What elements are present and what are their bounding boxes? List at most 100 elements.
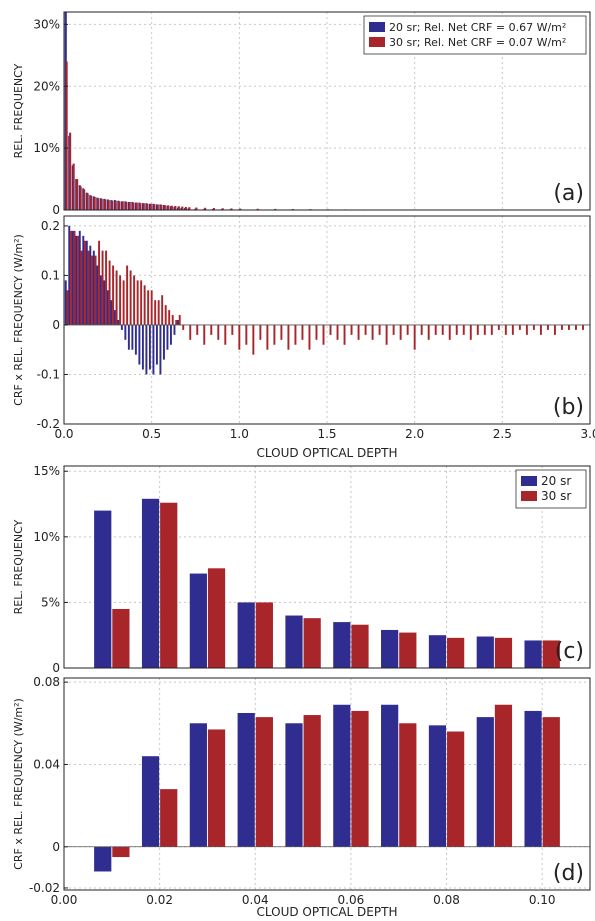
bar-30-sr	[77, 235, 79, 325]
bar-20-sr	[68, 225, 71, 325]
y-tick-label: -0.02	[29, 881, 60, 895]
bar-30-sr	[125, 201, 128, 210]
bar-30-sr	[150, 290, 153, 325]
x-tick-label: 0.10	[529, 893, 556, 907]
axes-frame	[63, 465, 591, 669]
bar-30-sr	[546, 324, 549, 330]
series-20-sr	[94, 704, 542, 872]
y-tick-label: 0.1	[41, 268, 60, 282]
bar-30-sr	[406, 324, 409, 335]
x-tick-label: 3.0	[580, 427, 595, 441]
bar-30-sr	[104, 199, 107, 210]
bar-30-sr	[174, 205, 177, 210]
bar-30-sr	[182, 324, 185, 330]
bar-30-sr	[69, 132, 72, 210]
bar-30-sr	[420, 324, 423, 335]
series-30-sr	[112, 704, 560, 858]
bar-30-sr	[107, 200, 110, 210]
bar-30-sr	[105, 250, 108, 325]
legend-entry: 20 sr	[541, 474, 571, 488]
bar-30-sr	[245, 324, 248, 345]
y-axis-label: CRF x REL. FREQUENCY (W/m²)	[12, 234, 25, 406]
x-tick-label: 2.0	[405, 427, 424, 441]
bar-30-sr	[94, 255, 97, 325]
bar-20-sr	[138, 324, 141, 365]
bar-20-sr	[92, 250, 95, 325]
bar-30-sr	[255, 602, 273, 668]
bar-30-sr	[252, 324, 255, 355]
legend-swatch	[369, 37, 385, 47]
axes-frame	[63, 11, 591, 211]
bar-30-sr	[111, 200, 114, 210]
bar-30-sr	[427, 324, 430, 340]
series-20-sr	[64, 225, 179, 375]
series-30-sr	[65, 61, 557, 211]
axes-frame	[63, 215, 591, 425]
bar-30-sr	[128, 201, 131, 210]
bar-20-sr	[120, 324, 123, 330]
bar-20-sr	[134, 324, 137, 355]
bar-30-sr	[168, 310, 171, 325]
bar-20-sr	[99, 275, 102, 325]
bar-30-sr	[119, 275, 122, 325]
bar-30-sr	[455, 324, 458, 335]
y-tick-label: 15%	[33, 464, 60, 478]
legend-entry: 30 sr; Rel. Net CRF = 0.07 W/m²	[389, 36, 566, 49]
bar-30-sr	[217, 324, 220, 340]
bar-30-sr	[161, 295, 164, 325]
bar-20-sr	[148, 324, 151, 370]
bar-30-sr	[175, 320, 178, 325]
bar-30-sr	[497, 324, 500, 330]
bar-30-sr	[65, 61, 68, 210]
bar-30-sr	[336, 324, 339, 340]
bar-30-sr	[84, 240, 87, 325]
bar-30-sr	[132, 202, 135, 210]
bar-30-sr	[170, 205, 173, 210]
y-tick-label: 0.04	[33, 757, 60, 771]
bar-30-sr	[329, 324, 332, 335]
bar-30-sr	[210, 324, 213, 335]
bar-20-sr	[381, 704, 399, 847]
bar-30-sr	[560, 324, 563, 330]
bar-30-sr	[294, 324, 297, 345]
bar-30-sr	[518, 324, 521, 330]
bar-30-sr	[525, 324, 528, 335]
bar-30-sr	[385, 324, 388, 345]
bar-20-sr	[106, 290, 109, 325]
bar-30-sr	[73, 230, 76, 325]
bar-30-sr	[448, 324, 451, 340]
bar-30-sr	[434, 324, 437, 335]
legend-swatch	[521, 491, 537, 501]
bar-30-sr	[189, 324, 192, 340]
bar-20-sr	[155, 324, 158, 365]
bar-20-sr	[110, 300, 113, 325]
bar-30-sr	[553, 324, 556, 335]
series-30-sr	[112, 502, 560, 668]
bar-30-sr	[322, 324, 325, 345]
bar-20-sr	[82, 235, 85, 325]
bar-30-sr	[351, 710, 369, 847]
bar-30-sr	[108, 260, 111, 325]
bar-30-sr	[160, 204, 163, 210]
y-tick-label: 0	[52, 840, 60, 854]
bar-30-sr	[221, 208, 224, 210]
bar-30-sr	[178, 315, 181, 325]
bar-30-sr	[350, 324, 353, 335]
bar-30-sr	[171, 315, 174, 325]
bar-30-sr	[181, 206, 184, 210]
legend-swatch	[521, 476, 537, 486]
bar-20-sr	[381, 629, 399, 668]
y-tick-label: 0.2	[41, 219, 60, 233]
bar-20-sr	[117, 320, 120, 325]
bar-30-sr	[87, 250, 90, 325]
bar-20-sr	[428, 635, 447, 668]
bar-30-sr	[207, 729, 226, 847]
bar-30-sr	[575, 324, 577, 330]
bar-30-sr	[511, 324, 514, 335]
y-tick-label: 20%	[33, 79, 60, 93]
bar-20-sr	[237, 712, 255, 847]
bar-20-sr	[127, 324, 130, 350]
y-axis-label: CRF x REL. FREQUENCY (W/m²)	[12, 698, 25, 870]
y-tick-label: -0.1	[37, 367, 60, 381]
